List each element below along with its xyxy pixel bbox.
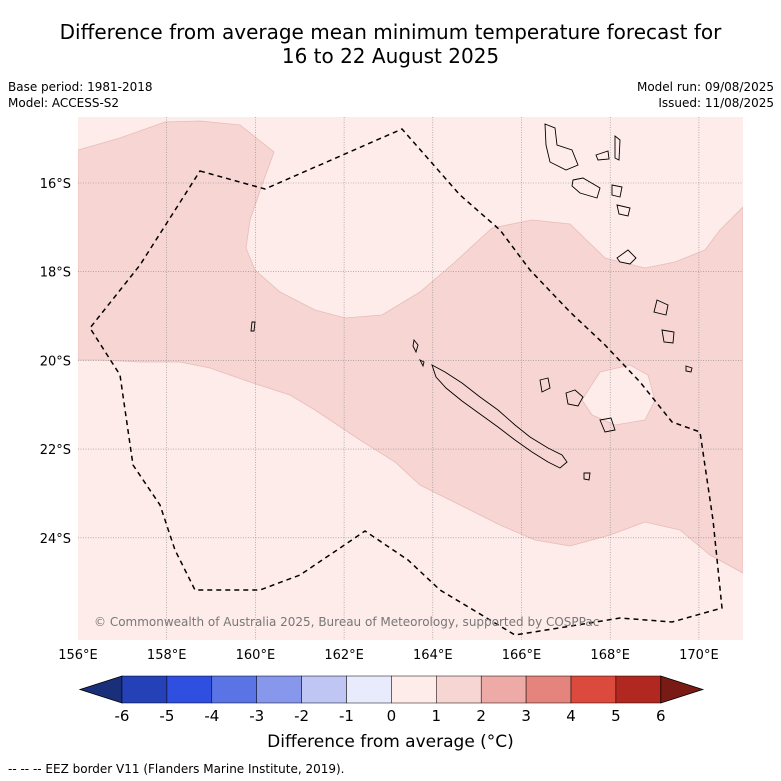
lon-tick-label: 162°E [324, 648, 364, 663]
map-gridlines [78, 117, 743, 640]
map-title-line2: 16 to 22 August 2025 [281, 44, 500, 68]
colorbar-swatch [570, 675, 617, 704]
colorbar-tick-label: 1 [432, 707, 442, 725]
colorbar: -6 -5 -4 -3 -2 -1 0 1 2 3 4 5 6 [78, 675, 705, 725]
colorbar-tick-label: -5 [159, 707, 174, 725]
vanuatu-coastline [544, 123, 693, 373]
colorbar-swatch [391, 675, 437, 704]
colorbar-tick-label: -2 [294, 707, 309, 725]
colorbar-tick-label: 0 [387, 707, 397, 725]
colorbar-swatch [256, 675, 302, 704]
eez-footnote: -- -- -- EEZ border V11 (Flanders Marine… [8, 762, 345, 776]
colorbar-swatch [346, 675, 392, 704]
map-figure: © Commonwealth of Australia 2025, Bureau… [40, 117, 743, 663]
loyalty-islands-coastline [539, 377, 616, 481]
colorbar-tick-label: 3 [521, 707, 531, 725]
colorbar-swatch [480, 675, 527, 704]
colorbar-swatch [301, 675, 347, 704]
colorbar-tick-label: 2 [476, 707, 486, 725]
lon-tick-label: 170°E [679, 648, 719, 663]
anomaly-band-1-2C [78, 120, 743, 574]
colorbar-swatch [525, 675, 572, 704]
eez-border [89, 128, 723, 636]
model-run-text: Model run: 09/08/2025 [636, 80, 774, 94]
map-title-line1: Difference from average mean minimum tem… [59, 20, 722, 44]
colorbar-tick-label: 5 [611, 707, 621, 725]
lon-tick-label: 160°E [236, 648, 276, 663]
issued-text: Issued: 11/08/2025 [658, 96, 774, 110]
colorbar-extend-low [78, 675, 123, 704]
colorbar-label: Difference from average (°C) [267, 732, 514, 752]
colorbar-tick-label: -3 [249, 707, 264, 725]
lon-tick-label: 168°E [590, 648, 630, 663]
new-caledonia-coastline [431, 364, 568, 469]
coastlines [250, 123, 693, 481]
colorbar-extend-high [660, 675, 705, 704]
latitude-axis: 16°S 18°S 20°S 22°S 24°S [40, 177, 71, 547]
base-period-text: Base period: 1981-2018 [8, 80, 153, 94]
model-text: Model: ACCESS-S2 [8, 96, 120, 110]
colorbar-tick-label: -6 [115, 707, 130, 725]
lon-tick-label: 156°E [58, 648, 98, 663]
lat-tick-label: 22°S [40, 443, 71, 458]
colorbar-tick-label: -1 [339, 707, 354, 725]
colorbar-tick-label: 6 [656, 707, 666, 725]
colorbar-tick-label: -4 [204, 707, 219, 725]
lat-tick-label: 20°S [40, 354, 71, 369]
lat-tick-label: 16°S [40, 177, 71, 192]
lon-tick-label: 158°E [147, 648, 187, 663]
colorbar-swatch [166, 675, 213, 704]
copyright-notice: © Commonwealth of Australia 2025, Bureau… [94, 615, 599, 629]
chesterfield-islands-coastline [250, 321, 425, 368]
colorbar-tick-label: 4 [566, 707, 576, 725]
lon-tick-label: 164°E [413, 648, 453, 663]
colorbar-swatch [121, 675, 168, 704]
lat-tick-label: 18°S [40, 266, 71, 281]
colorbar-swatch [211, 675, 257, 704]
lon-tick-label: 166°E [502, 648, 542, 663]
longitude-axis: 156°E 158°E 160°E 162°E 164°E 166°E 168°E 170°E [58, 648, 718, 663]
colorbar-swatch [615, 675, 662, 704]
lat-tick-label: 24°S [40, 532, 71, 547]
colorbar-swatch [436, 675, 482, 704]
